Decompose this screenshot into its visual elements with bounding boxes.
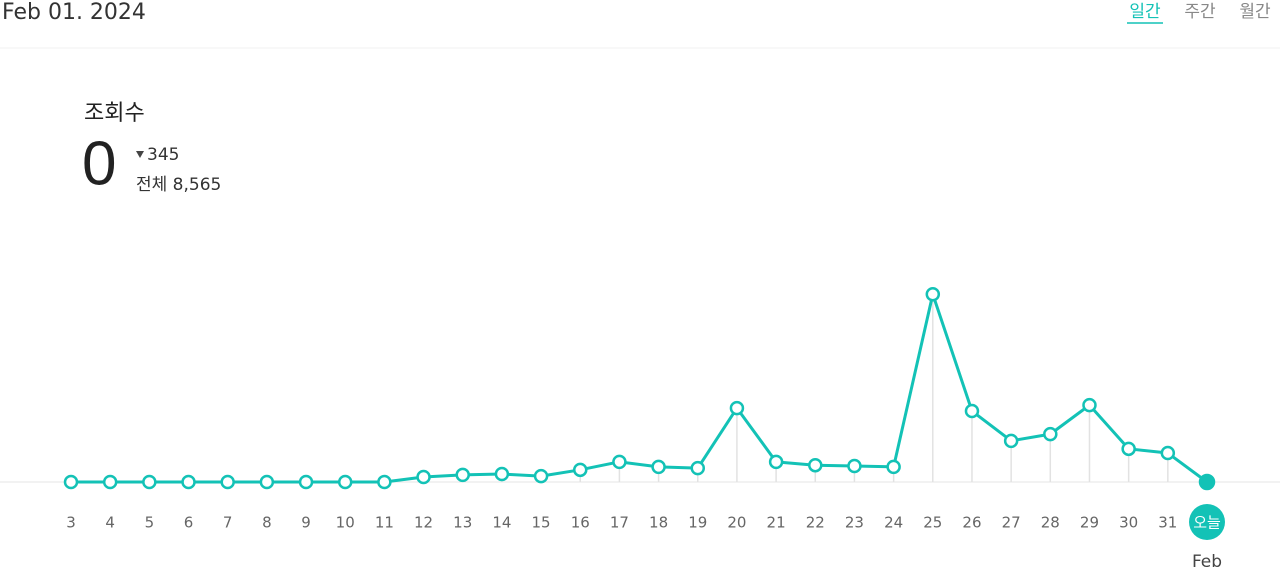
x-tick-label: 29 (1080, 514, 1099, 532)
point (337, 474, 353, 490)
x-tick-label: 30 (1119, 514, 1138, 532)
point (1082, 397, 1097, 413)
x-tick-label: 11 (375, 514, 394, 532)
x-tick-label: 17 (610, 514, 629, 532)
x-tick-label: 18 (649, 514, 668, 532)
stat-label: 조회수 (84, 101, 145, 126)
point (181, 474, 196, 490)
plot: 3 4 5 6 7 8 9 10 11 12 13 14 15 16 17 18 19 20 21 22 23 24 25 2… (63, 287, 1225, 572)
point (808, 457, 823, 473)
point (298, 474, 314, 490)
x-tick-label: 22 (806, 514, 825, 532)
point (1160, 445, 1176, 461)
point (1198, 473, 1216, 491)
x-tick-label: 7 (223, 514, 233, 532)
x-tick-label: 13 (453, 514, 472, 532)
point (651, 459, 666, 475)
point (494, 466, 510, 482)
change-count: 345 (147, 145, 179, 165)
x-tick-label: 26 (962, 514, 981, 532)
point (533, 468, 549, 484)
tab[interactable]: 일간 (1129, 2, 1161, 22)
x-tick-label: 5 (145, 514, 155, 532)
x-tick-label: 4 (105, 514, 115, 532)
tabs: 일간 주간 월간 (1127, 2, 1271, 24)
x-tick-label: 6 (184, 514, 194, 532)
point (847, 458, 862, 474)
point (416, 469, 431, 485)
point (729, 400, 745, 416)
point (925, 287, 941, 302)
x-tick-label: 31 (1158, 514, 1177, 532)
point (1003, 433, 1019, 449)
point (102, 474, 118, 490)
x-tick-label: 8 (262, 514, 272, 532)
x-tick-label: 24 (884, 514, 903, 532)
month-label: Feb (1192, 552, 1222, 572)
date: Feb 01. 2024 (2, 0, 146, 25)
x-tick-label: 25 (923, 514, 942, 532)
x-tick-label: 10 (336, 514, 355, 532)
today-count: 0 (82, 129, 116, 198)
x-tick-label: 28 (1041, 514, 1060, 532)
point (1121, 441, 1136, 457)
tab[interactable]: 월간 (1239, 2, 1271, 22)
x-tick-label: 12 (414, 514, 433, 532)
x-tick-label: 15 (532, 514, 551, 532)
point (612, 454, 627, 470)
x-tick-label: 16 (571, 514, 590, 532)
x-tick-label: 3 (66, 514, 76, 532)
point (964, 403, 980, 419)
line (71, 292, 1208, 484)
point (886, 459, 901, 475)
x-tick-label: 21 (767, 514, 786, 532)
x-tick-label: 9 (301, 514, 311, 532)
tab[interactable]: 주간 (1184, 2, 1216, 22)
point (220, 474, 235, 490)
today-badge (1189, 504, 1225, 540)
total-count: 전체 8,565 (136, 175, 221, 195)
down-icon (136, 151, 144, 158)
point (768, 454, 784, 470)
x-tick-label: 20 (727, 514, 746, 532)
x-tick-label: 19 (688, 514, 707, 532)
point (1043, 426, 1058, 442)
x-tick-label: 23 (845, 514, 864, 532)
x-tick-label: 오늘 (1193, 514, 1221, 532)
point (572, 462, 588, 478)
point (142, 474, 157, 490)
point (63, 474, 79, 490)
point (377, 474, 392, 490)
point (259, 474, 275, 490)
x-tick-label: 14 (492, 514, 511, 532)
x-tick-label: 27 (1002, 514, 1021, 532)
point (690, 460, 706, 476)
point (455, 467, 470, 483)
